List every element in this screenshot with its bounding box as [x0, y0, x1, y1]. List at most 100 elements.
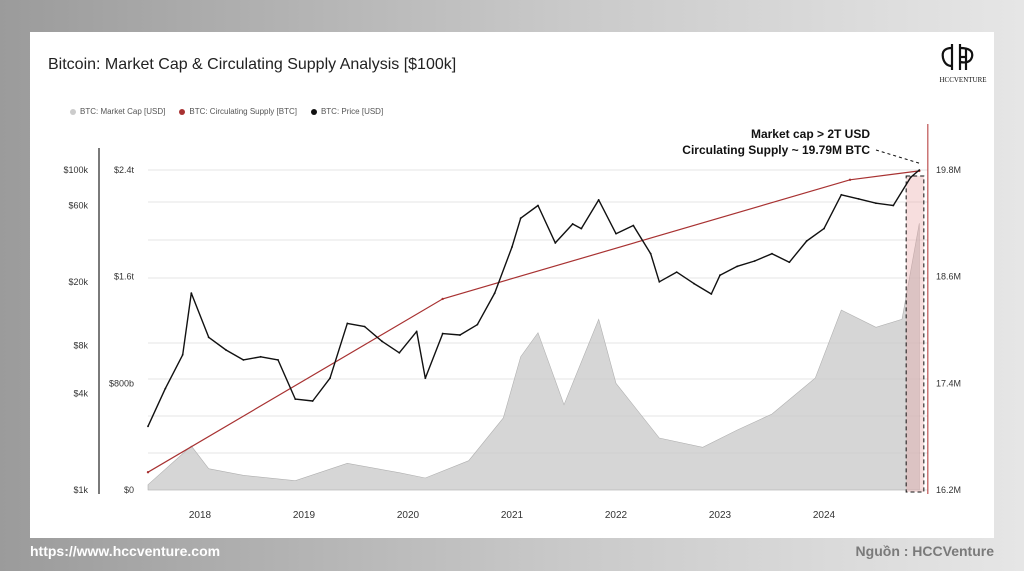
- marketcap-tick-label: $1.6t: [114, 272, 135, 282]
- price-point: [147, 425, 149, 428]
- supply-tick-label: 16.2M: [936, 485, 961, 495]
- marketcap-tick-label: $800b: [109, 378, 134, 388]
- price-point: [909, 176, 912, 179]
- chart-card: Bitcoin: Market Cap & Circulating Supply…: [30, 32, 994, 538]
- price-point: [476, 323, 479, 326]
- price-tick-label: $1k: [73, 485, 88, 495]
- price-point: [719, 274, 721, 277]
- price-point: [615, 232, 617, 235]
- price-point: [537, 204, 539, 207]
- legend-swatch-supply: [179, 108, 186, 115]
- price-point: [710, 293, 713, 295]
- price-point: [675, 271, 678, 274]
- price-point: [875, 202, 877, 205]
- price-point: [736, 265, 739, 268]
- x-tick-label: 2020: [397, 510, 420, 521]
- price-point: [181, 353, 184, 356]
- price-point: [649, 252, 652, 255]
- price-point: [554, 242, 557, 244]
- price-point: [805, 240, 808, 242]
- price-point: [164, 387, 167, 390]
- marketcap-tick-label: $0: [124, 485, 134, 495]
- price-point: [415, 330, 418, 333]
- price-point: [363, 325, 366, 328]
- price-point: [381, 340, 383, 343]
- price-point: [658, 280, 661, 283]
- price-point: [753, 260, 756, 262]
- current-period-highlight: [905, 124, 929, 494]
- price-point: [840, 193, 843, 196]
- supply-tick-label: 18.6M: [936, 272, 961, 282]
- price-point: [771, 252, 773, 255]
- price-point: [190, 292, 193, 295]
- price-point: [571, 223, 574, 225]
- annotation-line: Circulating Supply ~ 19.79M BTC: [682, 143, 870, 157]
- price-point: [207, 336, 210, 339]
- annotation-line: Market cap > 2T USD: [751, 127, 870, 141]
- price-point: [225, 349, 227, 351]
- legend-item-market-cap[interactable]: BTC: Market Cap [USD]: [70, 107, 165, 116]
- legend-label-price: BTC: Price [USD]: [320, 107, 384, 116]
- supply-point: [441, 297, 444, 301]
- supply-series: [147, 170, 920, 473]
- price-point: [294, 398, 297, 400]
- x-tick-label: 2019: [293, 510, 316, 521]
- x-tick-label: 2023: [709, 510, 732, 521]
- price-tick-label: $60k: [68, 200, 88, 210]
- legend-label-supply: BTC: Circulating Supply [BTC]: [189, 107, 297, 116]
- supply-point: [146, 471, 150, 474]
- annotation-pointer: [875, 149, 922, 165]
- price-point: [311, 400, 314, 402]
- hccventure-logo: HCCVENTURE: [939, 44, 987, 84]
- price-point: [519, 217, 522, 220]
- chart-axes: $100k $60k $20k $8k $4k $1k $2.4t $1.6t $800b $0 1…: [63, 148, 961, 521]
- price-point: [823, 227, 825, 230]
- market-cap-area: [147, 223, 920, 491]
- price-point: [424, 377, 427, 380]
- price-point: [346, 322, 349, 325]
- x-tick-label: 2018: [189, 510, 212, 521]
- price-point: [511, 246, 513, 248]
- supply-tick-label: 19.8M: [936, 165, 961, 175]
- price-point: [398, 351, 401, 354]
- price-tick-label: $8k: [73, 341, 88, 351]
- highlight-frame: [905, 175, 925, 493]
- price-point: [441, 332, 444, 335]
- price-point: [788, 261, 791, 264]
- price-point: [918, 169, 921, 171]
- legend-label-market-cap: BTC: Market Cap [USD]: [80, 107, 166, 116]
- chart-annotation: Market cap > 2T USD Circulating Supply ~ …: [682, 127, 922, 165]
- legend-item-supply[interactable]: BTC: Circulating Supply [BTC]: [179, 107, 297, 116]
- marketcap-tick-label: $2.4t: [114, 165, 135, 175]
- price-point: [632, 224, 635, 227]
- legend-swatch-market-cap: [70, 108, 76, 115]
- supply-tick-label: 17.4M: [936, 378, 961, 388]
- price-point: [459, 334, 461, 336]
- price-point: [892, 204, 895, 207]
- market-cap-series: [147, 223, 920, 491]
- highlight-band: [906, 176, 924, 492]
- price-line: [147, 169, 921, 428]
- x-tick-label: 2021: [501, 510, 524, 521]
- footer-url[interactable]: https://www.hccventure.com: [30, 543, 221, 559]
- price-point: [329, 377, 331, 380]
- legend-swatch-price: [310, 108, 317, 115]
- price-point: [580, 227, 583, 230]
- chart-legend: BTC: Market Cap [USD] BTC: Circulating S…: [70, 107, 383, 116]
- supply-point: [848, 178, 852, 181]
- price-point: [857, 197, 860, 200]
- price-point: [242, 359, 245, 361]
- chart-plot: $100k $60k $20k $8k $4k $1k $2.4t $1.6t $800b $0 1…: [63, 124, 961, 521]
- chart-title: Bitcoin: Market Cap & Circulating Supply…: [48, 56, 457, 73]
- price-tick-label: $4k: [73, 389, 88, 399]
- price-point: [693, 282, 695, 285]
- x-tick-label: 2022: [605, 510, 628, 521]
- price-point: [277, 359, 279, 361]
- x-tick-label: 2024: [813, 510, 836, 521]
- legend-item-price[interactable]: BTC: Price [USD]: [310, 107, 384, 116]
- price-tick-label: $100k: [63, 165, 88, 175]
- price-point: [493, 292, 496, 295]
- footer-source: Nguồn : HCCVenture: [855, 543, 994, 559]
- price-point: [597, 199, 600, 201]
- price-tick-label: $20k: [68, 277, 88, 287]
